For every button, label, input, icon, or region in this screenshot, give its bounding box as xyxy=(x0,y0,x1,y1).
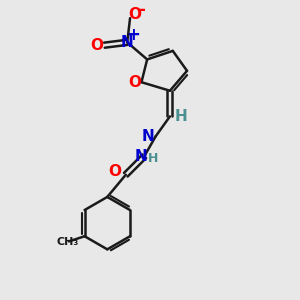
Text: O: O xyxy=(128,75,141,90)
Text: O: O xyxy=(90,38,103,53)
Text: -: - xyxy=(139,1,145,19)
Text: N: N xyxy=(121,35,134,50)
Text: O: O xyxy=(109,164,122,179)
Text: H: H xyxy=(148,152,159,165)
Text: N: N xyxy=(134,149,147,164)
Text: H: H xyxy=(174,109,187,124)
Text: +: + xyxy=(127,26,140,44)
Text: O: O xyxy=(129,7,142,22)
Text: CH₃: CH₃ xyxy=(56,237,79,247)
Text: N: N xyxy=(141,129,154,144)
